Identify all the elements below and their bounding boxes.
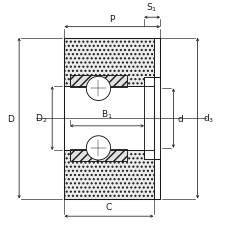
Circle shape xyxy=(86,77,110,101)
Polygon shape xyxy=(143,78,159,159)
Text: S$_1$: S$_1$ xyxy=(146,2,157,14)
Polygon shape xyxy=(70,150,127,161)
Polygon shape xyxy=(64,38,153,87)
Text: D: D xyxy=(7,114,14,123)
Circle shape xyxy=(86,136,110,160)
Text: C: C xyxy=(105,202,112,211)
Text: P: P xyxy=(109,15,114,24)
Polygon shape xyxy=(143,150,159,159)
Polygon shape xyxy=(143,78,159,87)
Polygon shape xyxy=(64,150,153,199)
Text: d$_3$: d$_3$ xyxy=(202,112,213,125)
Text: B$_1$: B$_1$ xyxy=(101,108,112,121)
Polygon shape xyxy=(70,76,127,87)
Text: d: d xyxy=(177,114,183,123)
Text: D$_2$: D$_2$ xyxy=(35,112,48,125)
